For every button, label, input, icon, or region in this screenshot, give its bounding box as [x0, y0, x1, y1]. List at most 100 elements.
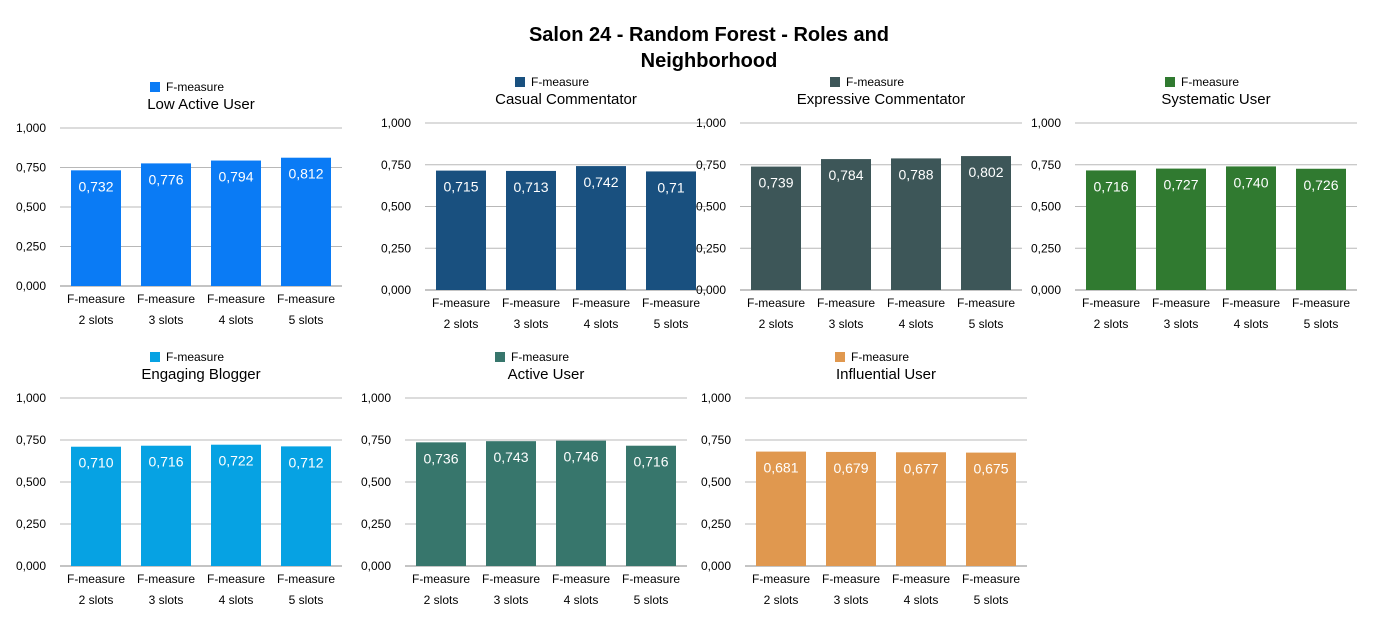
x-tick-label: 3 slots: [149, 313, 184, 327]
data-label: 0,715: [443, 179, 478, 195]
data-label: 0,746: [563, 449, 598, 465]
bar: [281, 446, 331, 566]
bar: [826, 451, 876, 566]
legend-swatch: [150, 82, 160, 92]
chart-title: Influential User: [836, 366, 936, 383]
x-tick-label: F-measure: [822, 572, 880, 586]
y-tick-label: 0,500: [16, 475, 46, 489]
x-tick-label: 3 slots: [829, 317, 864, 331]
x-tick-label: F-measure: [412, 572, 470, 586]
x-tick-label: 4 slots: [219, 313, 254, 327]
y-tick-label: 0,500: [696, 200, 726, 214]
chart-title: Systematic User: [1161, 91, 1270, 108]
legend-swatch: [495, 352, 505, 362]
bar: [756, 451, 806, 566]
data-label: 0,727: [1163, 177, 1198, 193]
x-tick-label: F-measure: [552, 572, 610, 586]
y-tick-label: 1,000: [701, 391, 731, 405]
data-label: 0,71: [657, 179, 684, 195]
x-tick-label: F-measure: [67, 572, 125, 586]
legend-label: F-measure: [531, 75, 589, 89]
bar: [211, 444, 261, 566]
x-tick-label: F-measure: [502, 296, 560, 310]
x-tick-label: 3 slots: [834, 593, 869, 607]
legend-label: F-measure: [851, 350, 909, 364]
y-tick-label: 0,000: [701, 559, 731, 573]
bar: [71, 446, 121, 566]
x-tick-label: F-measure: [887, 296, 945, 310]
data-label: 0,722: [218, 453, 253, 469]
chart-panel: F-measure Low Active User 0,000 0,250 0,500 0…: [16, 80, 342, 327]
data-label: 0,716: [148, 454, 183, 470]
y-tick-label: 0,000: [1031, 283, 1061, 297]
bar: [1156, 168, 1206, 290]
y-tick-label: 1,000: [1031, 116, 1061, 130]
bar: [506, 170, 556, 290]
bar: [1226, 166, 1276, 290]
x-tick-label: F-measure: [432, 296, 490, 310]
bar: [141, 163, 191, 286]
data-label: 0,716: [633, 454, 668, 470]
y-tick-label: 1,000: [16, 391, 46, 405]
chart-panel: F-measure Active User 0,000 0,250 0,500 0,750…: [361, 350, 687, 607]
data-label: 0,732: [78, 178, 113, 194]
x-tick-label: 3 slots: [494, 593, 529, 607]
x-tick-label: F-measure: [747, 296, 805, 310]
y-tick-label: 0,750: [16, 433, 46, 447]
x-tick-label: 5 slots: [634, 593, 669, 607]
x-tick-label: F-measure: [1152, 296, 1210, 310]
x-tick-label: F-measure: [137, 572, 195, 586]
legend-label: F-measure: [166, 350, 224, 364]
x-tick-label: 4 slots: [899, 317, 934, 331]
bar: [576, 166, 626, 290]
x-tick-label: F-measure: [207, 292, 265, 306]
y-tick-label: 0,500: [701, 475, 731, 489]
y-tick-label: 0,750: [701, 433, 731, 447]
y-tick-label: 0,250: [361, 517, 391, 531]
y-tick-label: 0,500: [1031, 200, 1061, 214]
x-tick-label: F-measure: [962, 572, 1020, 586]
bar: [966, 452, 1016, 566]
y-tick-label: 1,000: [361, 391, 391, 405]
bar: [821, 159, 871, 290]
y-tick-label: 0,500: [381, 200, 411, 214]
x-tick-label: F-measure: [572, 296, 630, 310]
bar: [486, 441, 536, 566]
legend-swatch: [1165, 77, 1175, 87]
bar: [211, 160, 261, 286]
bar: [891, 158, 941, 290]
y-tick-label: 0,500: [16, 200, 46, 214]
y-tick-label: 0,250: [16, 517, 46, 531]
y-tick-label: 0,250: [701, 517, 731, 531]
y-tick-label: 0,750: [16, 161, 46, 175]
legend-swatch: [150, 352, 160, 362]
bar: [141, 445, 191, 566]
chart-title: Low Active User: [147, 96, 255, 113]
bar: [626, 445, 676, 566]
data-label: 0,681: [763, 460, 798, 476]
legend-swatch: [830, 77, 840, 87]
chart-title: Expressive Commentator: [797, 91, 965, 108]
bar: [71, 170, 121, 286]
y-tick-label: 0,250: [1031, 241, 1061, 255]
x-tick-label: 5 slots: [969, 317, 1004, 331]
x-tick-label: 5 slots: [289, 593, 324, 607]
chart-panel: F-measure Engaging Blogger 0,000 0,250 0,500…: [16, 350, 342, 607]
x-tick-label: 3 slots: [1164, 317, 1199, 331]
data-label: 0,712: [288, 454, 323, 470]
bar: [281, 157, 331, 286]
y-tick-label: 0,000: [361, 559, 391, 573]
x-tick-label: F-measure: [137, 292, 195, 306]
data-label: 0,716: [1093, 178, 1128, 194]
data-label: 0,802: [968, 164, 1003, 180]
page-title-line-1: Salon 24 - Random Forest - Roles and: [528, 24, 890, 46]
x-tick-label: 2 slots: [424, 593, 459, 607]
data-label: 0,710: [78, 455, 113, 471]
chart-panel: F-measure Expressive Commentator 0,000 0,25…: [696, 75, 1022, 331]
data-label: 0,784: [828, 167, 863, 183]
page-title-line-2: Neighborhood: [640, 50, 778, 72]
legend-label: F-measure: [1181, 75, 1239, 89]
x-tick-label: F-measure: [622, 572, 680, 586]
x-tick-label: F-measure: [1292, 296, 1350, 310]
data-label: 0,740: [1233, 174, 1268, 190]
